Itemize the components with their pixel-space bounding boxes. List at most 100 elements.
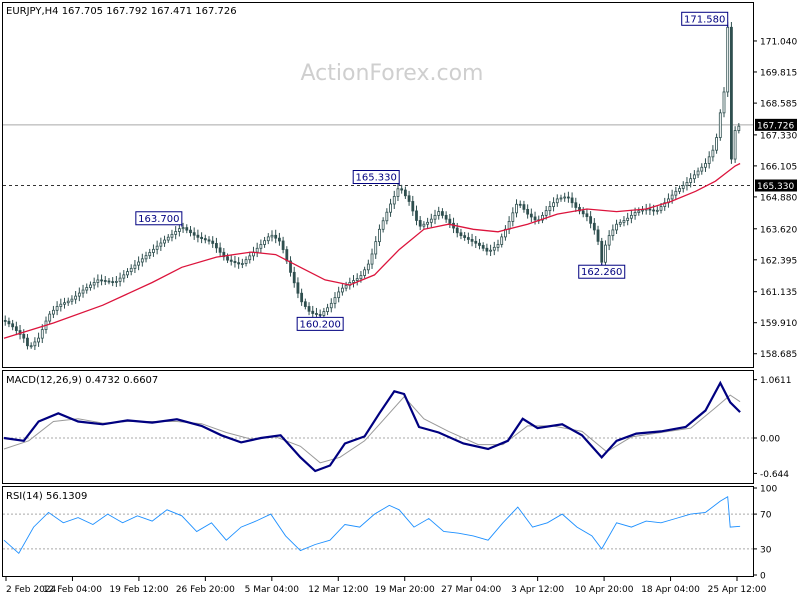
candle	[518, 200, 522, 209]
candle-body	[618, 221, 622, 225]
candle-body	[429, 218, 433, 223]
x-tick-label-1: 12 Feb 04:00	[43, 585, 102, 595]
candle-body	[81, 289, 85, 294]
candle-body	[77, 292, 81, 297]
candle	[707, 151, 711, 169]
x-tick-label-7: 27 Mar 04:00	[441, 585, 501, 595]
candle-body	[296, 282, 300, 294]
candle	[222, 248, 226, 261]
candle	[311, 305, 315, 319]
candle-body	[681, 185, 685, 189]
candle-body	[229, 259, 233, 262]
rsi-line	[3, 495, 741, 555]
candle	[74, 291, 78, 304]
candle	[481, 242, 485, 252]
candle-body	[596, 229, 600, 242]
candle	[177, 223, 181, 237]
candle	[370, 248, 374, 269]
candle	[541, 212, 544, 224]
candle	[648, 203, 652, 216]
candle	[192, 227, 196, 240]
candle-body	[552, 202, 555, 207]
candle	[511, 207, 515, 227]
candle-body	[426, 221, 430, 225]
candle	[85, 283, 89, 294]
candle-body	[52, 309, 55, 315]
candle-body	[707, 156, 711, 164]
candle-body	[359, 275, 363, 280]
candle-body	[74, 295, 78, 300]
candle-body	[581, 210, 585, 215]
candle-body	[574, 202, 578, 208]
candle-body	[378, 228, 381, 243]
candle-body	[578, 207, 581, 212]
candle-body	[518, 203, 522, 206]
candle-body	[500, 236, 504, 245]
candle-body	[622, 220, 626, 223]
candle-body	[122, 274, 126, 279]
candle	[100, 274, 103, 286]
candle-body	[181, 227, 185, 230]
candle-body	[185, 227, 189, 231]
candle	[7, 317, 11, 328]
candle	[181, 222, 185, 233]
candle-body	[300, 292, 304, 303]
candle	[570, 192, 574, 208]
candle	[337, 286, 341, 303]
candle	[592, 218, 596, 235]
candle	[137, 256, 141, 271]
candle	[66, 297, 70, 306]
candle-body	[633, 212, 637, 216]
candle	[715, 133, 718, 154]
candle-body	[222, 251, 226, 258]
candle-body	[570, 197, 574, 204]
candle-body	[381, 220, 385, 230]
candle-body	[648, 208, 652, 211]
candle-body	[266, 236, 270, 242]
candle	[196, 229, 200, 243]
candle	[626, 212, 630, 226]
candle-body	[615, 223, 618, 231]
price-tick-label-1: 169.815	[760, 68, 797, 78]
candle-body	[629, 214, 633, 219]
candle-body	[352, 280, 355, 283]
candle	[166, 234, 170, 243]
candle	[396, 183, 400, 202]
candle	[170, 229, 174, 242]
support-price-label-0-text: 165.330	[757, 182, 794, 192]
candle	[685, 177, 689, 191]
candle	[426, 217, 430, 229]
candle-body	[444, 214, 448, 220]
candle	[278, 232, 281, 246]
candle	[622, 216, 626, 227]
candle	[363, 266, 367, 279]
candle	[200, 232, 204, 244]
candle-body	[255, 247, 259, 253]
candle-body	[55, 306, 59, 311]
candle-body	[26, 337, 29, 347]
candle	[237, 257, 241, 269]
candle-body	[263, 240, 266, 245]
candle	[152, 244, 155, 257]
swing-label-box	[296, 316, 344, 331]
candle	[604, 240, 607, 267]
candle	[441, 208, 444, 219]
candle	[63, 297, 66, 309]
x-tick-label-2: 19 Feb 12:00	[109, 585, 168, 595]
candle	[329, 298, 333, 313]
candle	[459, 228, 463, 240]
candle	[403, 186, 407, 199]
candle-body	[307, 306, 311, 312]
rsi-title: RSI(14) 56.1309	[6, 491, 87, 502]
candle-body	[200, 236, 204, 239]
candle	[711, 145, 715, 162]
candle	[326, 303, 329, 316]
candle	[470, 233, 474, 247]
price-tick-label-9: 159.910	[760, 319, 797, 329]
candle	[689, 173, 693, 188]
candle	[466, 232, 470, 244]
candle	[307, 302, 311, 316]
candle	[126, 268, 129, 279]
candle	[114, 275, 118, 287]
